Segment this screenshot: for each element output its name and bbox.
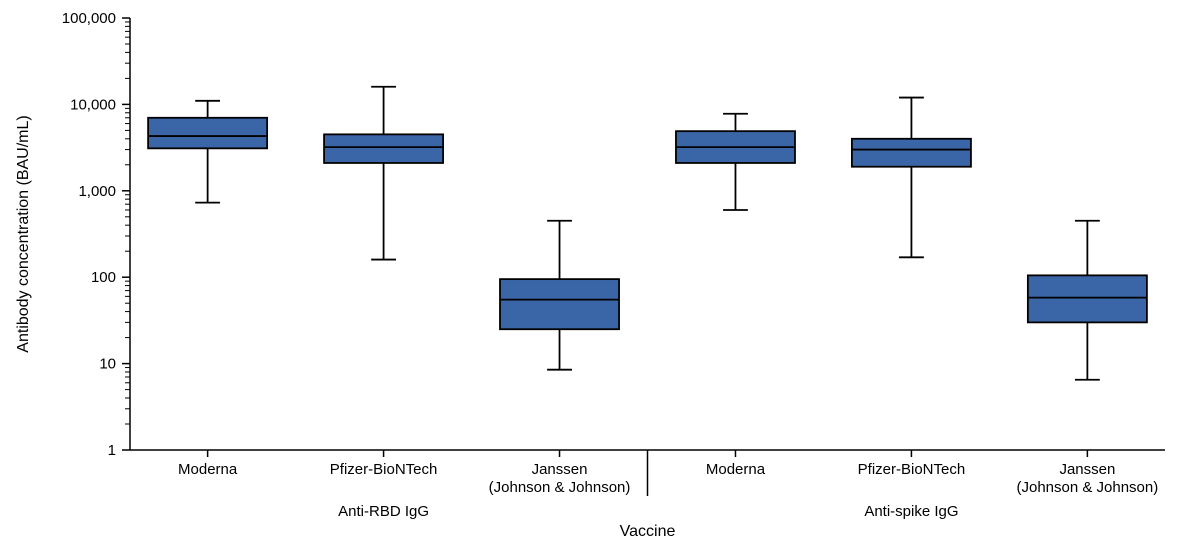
x-tick-label-line1: Moderna: [706, 461, 766, 478]
y-tick-label: 1: [108, 442, 116, 459]
y-tick-label: 100,000: [62, 10, 116, 27]
x-tick-label-line1: Janssen: [1059, 461, 1115, 478]
y-tick-label: 1,000: [78, 183, 116, 200]
chart-svg: 1 10 100 1,000 10,000 100,000 Antibody concent…: [0, 0, 1185, 549]
x-tick-label-line1: Pfizer-BioNTech: [858, 461, 966, 478]
x-axis-label: Vaccine: [620, 523, 676, 540]
box: [324, 134, 443, 163]
x-tick-label-line1: Moderna: [178, 461, 238, 478]
x-tick-label-line2: (Johnson & Johnson): [489, 479, 631, 496]
boxplot-chart: 1 10 100 1,000 10,000 100,000 Antibody concent…: [0, 0, 1185, 549]
box: [500, 279, 619, 329]
group-label: Anti-spike IgG: [864, 503, 958, 520]
box: [148, 118, 267, 149]
box: [1028, 275, 1147, 322]
y-tick-label: 100: [91, 269, 116, 286]
x-tick-label-line2: (Johnson & Johnson): [1016, 479, 1158, 496]
x-tick-label-line1: Janssen: [532, 461, 588, 478]
y-tick-label: 10,000: [70, 96, 116, 113]
box: [852, 139, 971, 167]
x-tick-label-line1: Pfizer-BioNTech: [330, 461, 438, 478]
y-tick-label: 10: [99, 356, 116, 373]
y-axis-label: Antibody concentration (BAU/mL): [15, 115, 32, 352]
group-label: Anti-RBD IgG: [338, 503, 429, 520]
